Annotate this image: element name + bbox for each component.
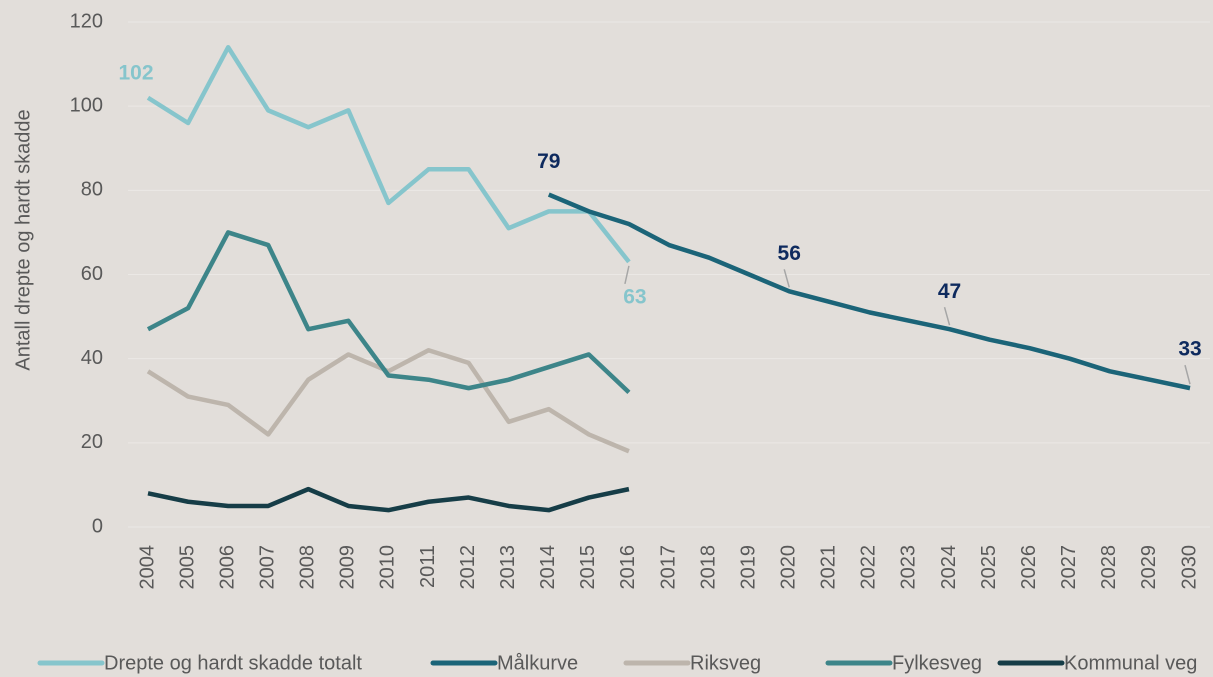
- series-line: [146, 348, 630, 454]
- x-tick-label: 2016: [617, 545, 639, 590]
- series-line: [146, 230, 631, 394]
- x-tick-label: 2027: [1058, 545, 1080, 590]
- x-tick-label: 2023: [898, 545, 920, 590]
- x-tick-label: 2021: [818, 545, 840, 590]
- leader-line: [783, 269, 790, 288]
- leader-line: [1184, 364, 1191, 385]
- x-tick-label: 2028: [1098, 545, 1120, 590]
- data-label: 47: [938, 280, 961, 303]
- legend-label: Kommunal veg: [1064, 652, 1197, 674]
- data-label: 102: [118, 61, 153, 84]
- data-label: 63: [623, 285, 646, 308]
- x-tick-label: 2024: [938, 545, 960, 590]
- y-tick-label: 20: [81, 431, 103, 453]
- x-tick-label: 2014: [537, 545, 559, 590]
- x-tick-label: 2026: [1018, 545, 1040, 590]
- legend-label: Målkurve: [497, 652, 578, 674]
- x-tick-label: 2011: [417, 545, 439, 588]
- data-label: 33: [1178, 338, 1201, 361]
- x-tick-label: 2006: [216, 545, 238, 590]
- legend-label: Fylkesveg: [892, 652, 982, 674]
- x-tick-label: 2018: [697, 545, 719, 590]
- y-tick-label: 60: [81, 263, 103, 285]
- y-tick-label: 40: [81, 347, 103, 369]
- x-tick-label: 2008: [297, 545, 319, 590]
- x-tick-label: 2015: [577, 545, 599, 590]
- x-tick-label: 2029: [1138, 545, 1160, 590]
- x-tick-label: 2019: [737, 545, 759, 590]
- x-tick-label: 2020: [778, 545, 800, 590]
- series-line: [147, 486, 630, 513]
- legend-label: Drepte og hardt skadde totalt: [104, 652, 362, 674]
- series-line: [146, 45, 631, 264]
- y-axis-label: Antall drepte og hardt skadde: [12, 109, 34, 370]
- data-label: 56: [778, 242, 801, 265]
- x-tick-label: 2012: [457, 545, 479, 590]
- y-tick-label: 100: [70, 94, 103, 116]
- series-line: [547, 192, 1191, 391]
- y-tick-label: 120: [70, 10, 103, 32]
- x-tick-label: 2005: [176, 545, 198, 590]
- leader-line: [624, 265, 630, 285]
- x-tick-label: 2017: [657, 545, 679, 590]
- y-tick-label: 80: [81, 179, 103, 201]
- x-tick-label: 2009: [337, 545, 359, 590]
- x-tick-label: 2013: [497, 545, 519, 590]
- leader-line: [943, 307, 951, 326]
- x-tick-label: 2004: [136, 545, 158, 590]
- x-tick-label: 2025: [978, 545, 1000, 590]
- x-tick-label: 2007: [257, 545, 279, 590]
- data-label: 79: [537, 150, 560, 173]
- y-tick-label: 0: [92, 515, 103, 537]
- x-tick-label: 2022: [858, 545, 880, 590]
- x-tick-label: 2030: [1178, 545, 1200, 590]
- legend-label: Riksveg: [690, 652, 761, 674]
- x-tick-label: 2010: [377, 545, 399, 590]
